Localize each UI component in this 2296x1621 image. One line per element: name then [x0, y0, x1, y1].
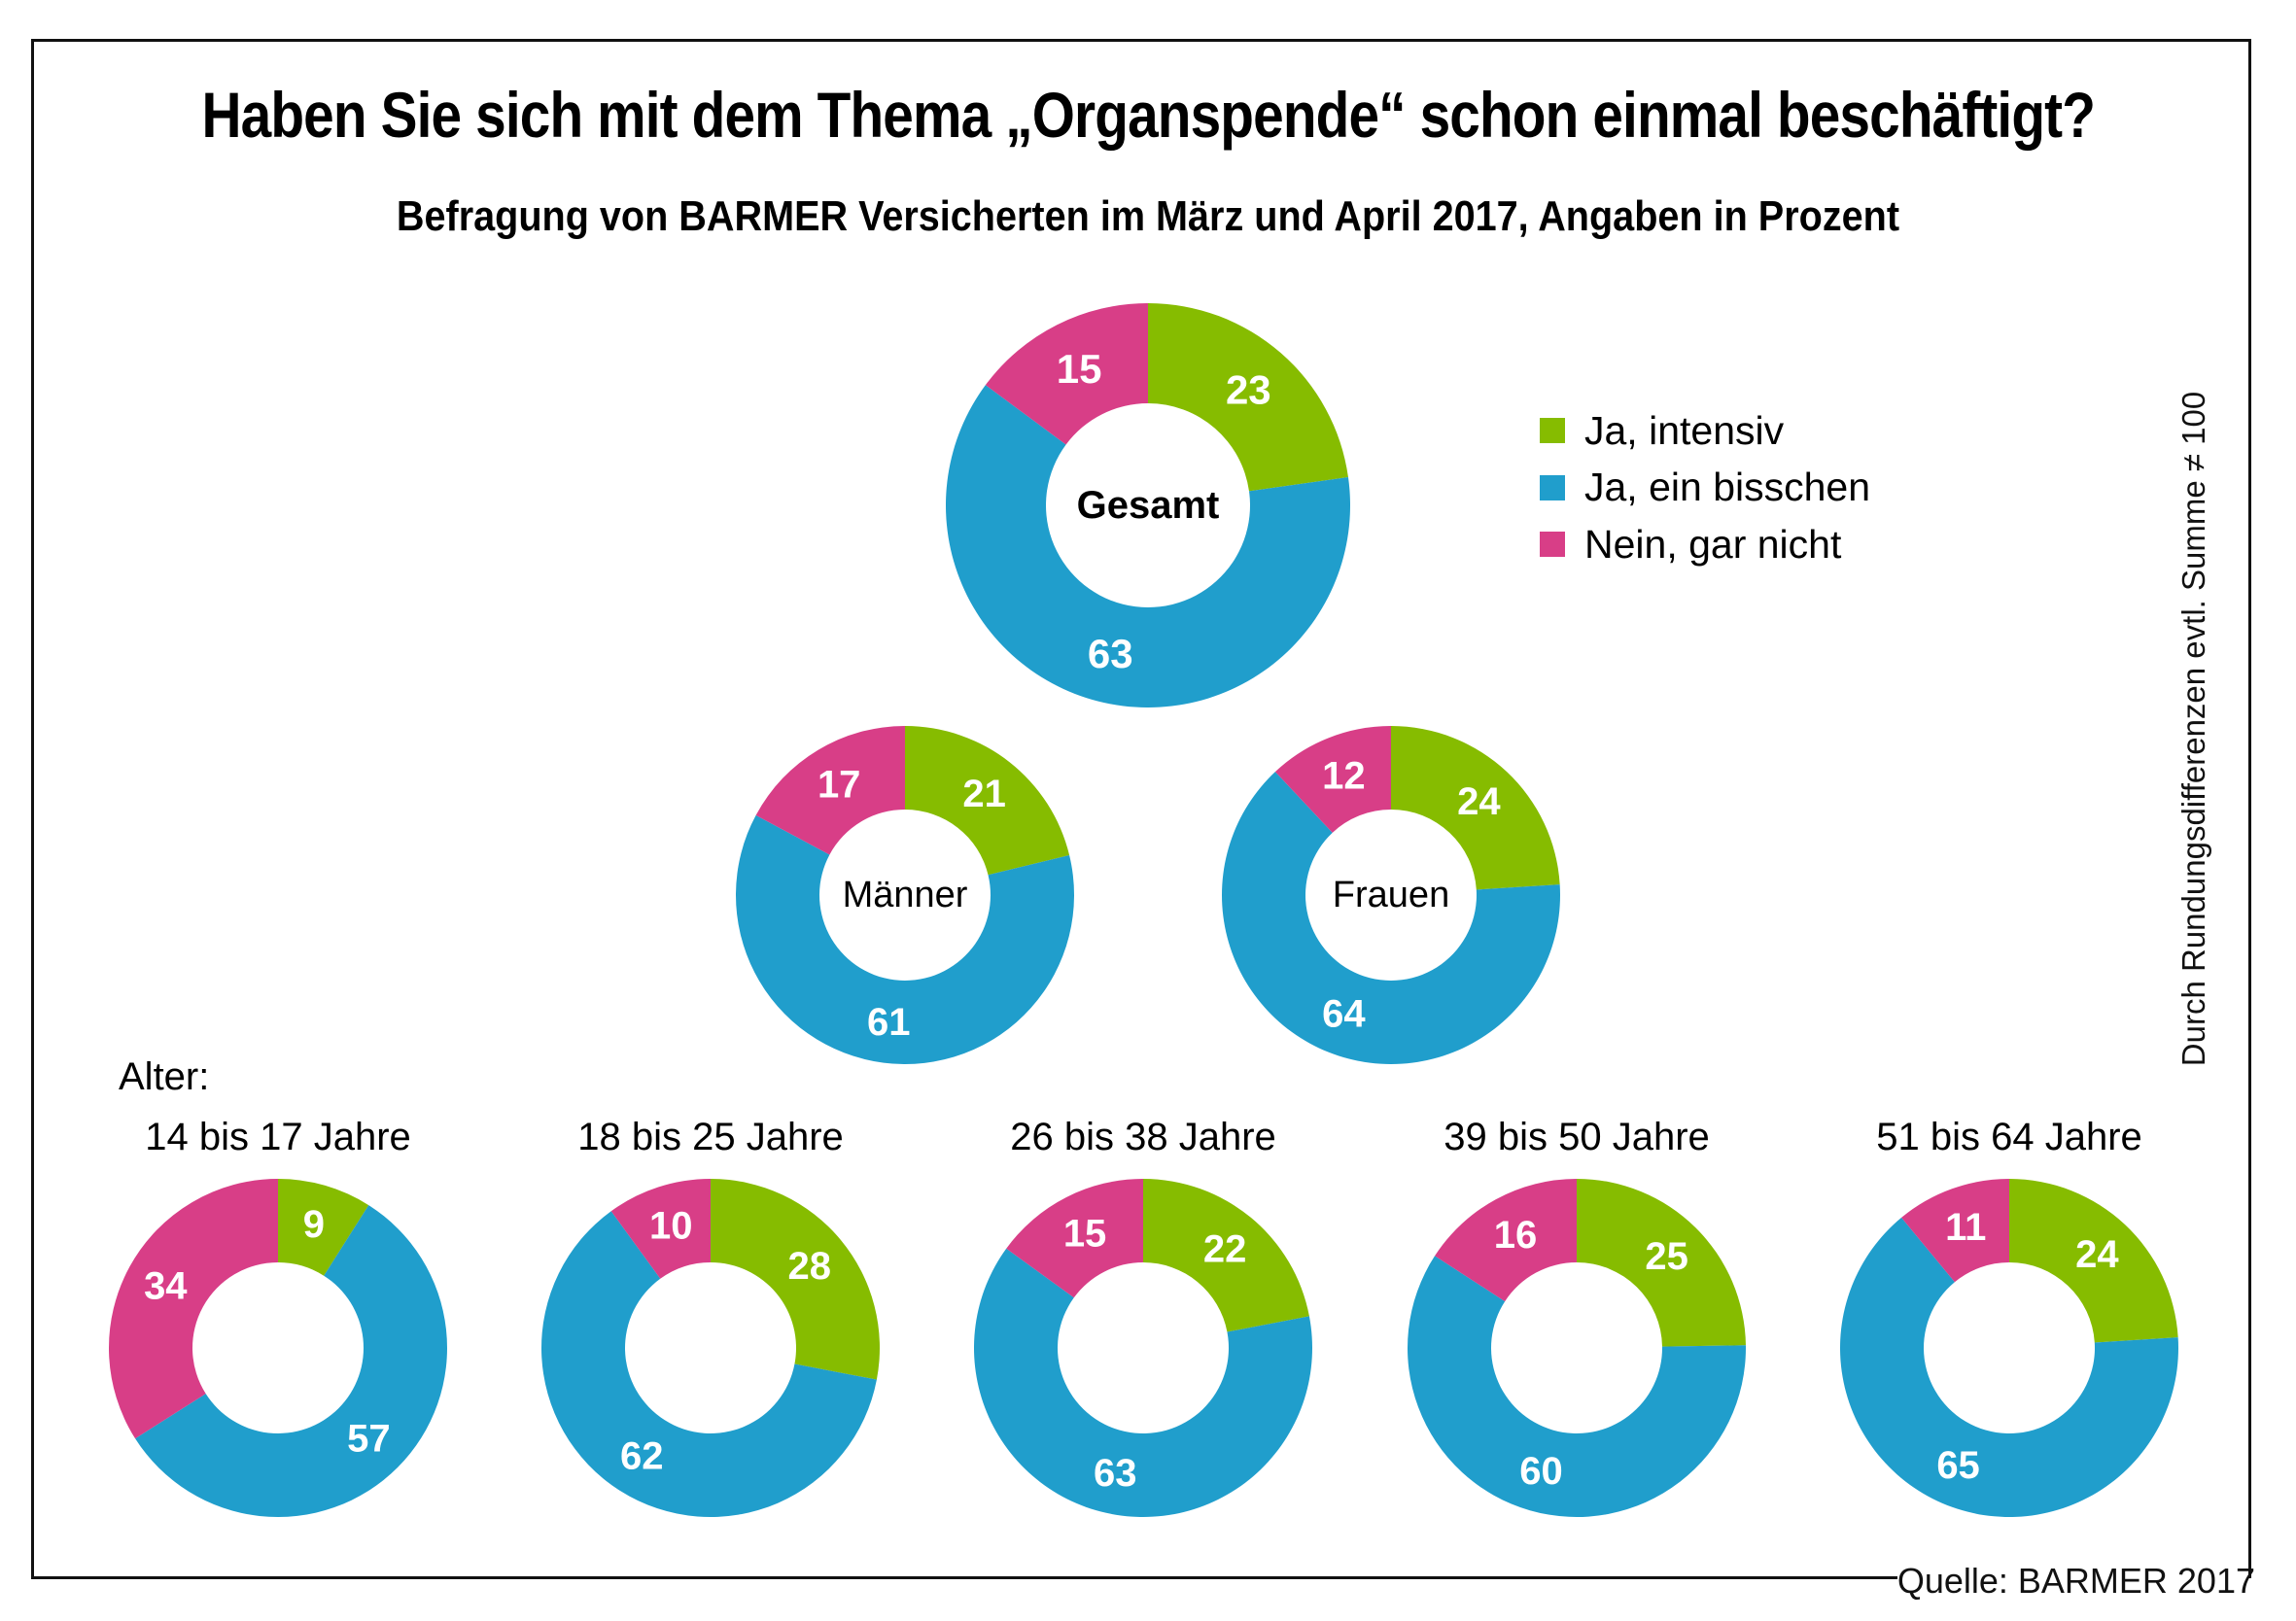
slice-ja-ein-bisschen: [1840, 1217, 2178, 1517]
slice-ja-intensiv: [1148, 303, 1348, 492]
slice-nein-gar-nicht: [1901, 1179, 2009, 1283]
rounding-note: Durch Rundungsdifferenzen evtl. Summe ≠ …: [2175, 391, 2211, 1067]
value-label: 15: [1057, 346, 1102, 392]
value-label: 24: [1457, 780, 1501, 823]
age-group-title: 39 bis 50 Jahre: [1444, 1116, 1710, 1158]
legend-swatch-green: [1540, 418, 1565, 444]
donut-center-label: Frauen: [1333, 875, 1449, 915]
value-label: 15: [1063, 1212, 1107, 1255]
slice-nein-gar-nicht: [755, 726, 905, 855]
chart-title: Haben Sie sich mit dem Thema „Organspend…: [0, 78, 2296, 152]
value-label: 28: [787, 1245, 831, 1288]
age-group-title: 51 bis 64 Jahre: [1876, 1116, 2142, 1158]
donut-center-label: Gesamt: [1077, 484, 1220, 527]
slice-ja-intensiv: [1391, 726, 1560, 890]
age-group-title: 18 bis 25 Jahre: [577, 1116, 844, 1158]
slice-ja-ein-bisschen: [135, 1205, 447, 1517]
legend-label: Ja, intensiv: [1584, 407, 1785, 453]
value-label: 23: [1226, 367, 1271, 413]
slice-nein-gar-nicht: [1274, 726, 1391, 833]
slice-ja-intensiv: [1577, 1179, 1746, 1347]
legend-item-ja-intensiv: Ja, intensiv: [1540, 402, 1870, 460]
slice-ja-intensiv: [905, 726, 1070, 876]
chart-title-text: Haben Sie sich mit dem Thema „Organspend…: [201, 79, 2095, 151]
donut-age_26_38: 22 63 15: [973, 1179, 1312, 1517]
source-credit: Quelle: BARMER 2017: [1896, 1561, 2255, 1601]
value-label: 24: [2075, 1233, 2119, 1276]
age-group-title: 14 bis 17 Jahre: [145, 1116, 411, 1158]
slice-nein-gar-nicht: [1435, 1179, 1577, 1302]
legend-swatch-pink: [1540, 532, 1565, 558]
slice-nein-gar-nicht: [108, 1179, 278, 1439]
donut-age_39_50: 25 60 16: [1408, 1179, 1746, 1517]
donut-age_51_64: 24 65 11: [1840, 1179, 2178, 1517]
value-label: 63: [1094, 1452, 1137, 1495]
chart-subtitle: Befragung von BARMER Versicherten im Mär…: [0, 192, 2296, 241]
legend-label: Ja, ein bisschen: [1584, 465, 1871, 510]
value-label: 21: [962, 773, 1006, 815]
slice-ja-intensiv: [2009, 1179, 2178, 1343]
value-label: 63: [1088, 631, 1133, 676]
legend: Ja, intensiv Ja, ein bisschen Nein, gar …: [1540, 402, 1870, 573]
donut-frauen: 24 64 12 Frauen: [1221, 726, 1560, 1065]
value-label: 61: [867, 1001, 911, 1044]
age-group-title: 26 bis 38 Jahre: [1010, 1116, 1276, 1158]
legend-swatch-blue: [1540, 474, 1565, 500]
value-label: 60: [1519, 1450, 1563, 1493]
slice-ja-ein-bisschen: [736, 814, 1074, 1064]
legend-label: Nein, gar nicht: [1584, 521, 1842, 567]
chart-frame: [31, 39, 2251, 1578]
value-label: 17: [818, 764, 861, 807]
frame-bottom-rule: [31, 1576, 1897, 1579]
donut-age_14_17: 9 57 34: [108, 1179, 447, 1517]
value-label: 25: [1645, 1235, 1688, 1278]
value-label: 12: [1322, 754, 1366, 797]
slice-ja-ein-bisschen: [1221, 772, 1560, 1065]
value-label: 62: [620, 1434, 664, 1477]
slice-nein-gar-nicht: [1006, 1179, 1143, 1298]
donut-gesamt: 23 63 15 Gesamt: [946, 303, 1350, 707]
slice-nein-gar-nicht: [610, 1179, 711, 1279]
chart-subtitle-text: Befragung von BARMER Versicherten im Mär…: [396, 192, 1900, 240]
value-label: 16: [1494, 1214, 1538, 1257]
slice-ja-ein-bisschen: [973, 1248, 1312, 1517]
value-label: 10: [649, 1204, 693, 1247]
donut-age_18_25: 28 62 10: [540, 1179, 880, 1518]
slice-ja-ein-bisschen: [540, 1211, 877, 1518]
slice-ja-intensiv: [1143, 1179, 1309, 1332]
slice-ja-ein-bisschen: [1408, 1256, 1746, 1517]
value-label: 57: [347, 1417, 391, 1460]
value-label: 11: [1945, 1206, 1986, 1249]
slice-nein-gar-nicht: [985, 303, 1148, 445]
slice-ja-intensiv: [711, 1179, 880, 1380]
donut-maenner: 21 61 17 Männer: [736, 726, 1074, 1064]
value-label: 34: [144, 1264, 188, 1307]
slice-ja-ein-bisschen: [946, 385, 1350, 707]
donut-center-label: Männer: [843, 875, 968, 915]
legend-item-nein-gar-nicht: Nein, gar nicht: [1540, 516, 1870, 573]
value-label: 64: [1322, 993, 1366, 1036]
value-label: 22: [1203, 1227, 1247, 1270]
value-label: 65: [1936, 1444, 1980, 1487]
slice-ja-intensiv: [278, 1179, 369, 1276]
age-section-label: Alter:: [119, 1055, 210, 1098]
value-label: 9: [303, 1203, 325, 1246]
legend-item-ja-ein-bisschen: Ja, ein bisschen: [1540, 460, 1870, 517]
